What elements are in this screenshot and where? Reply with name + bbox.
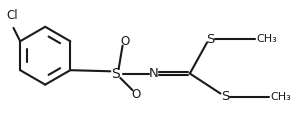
- Text: N: N: [149, 67, 159, 80]
- Text: CH₃: CH₃: [271, 92, 291, 102]
- Text: O: O: [120, 35, 129, 48]
- Text: S: S: [221, 90, 229, 103]
- Text: S: S: [206, 32, 215, 46]
- Text: Cl: Cl: [6, 9, 18, 22]
- Text: CH₃: CH₃: [256, 34, 277, 44]
- Text: O: O: [131, 88, 141, 101]
- Text: S: S: [112, 67, 120, 81]
